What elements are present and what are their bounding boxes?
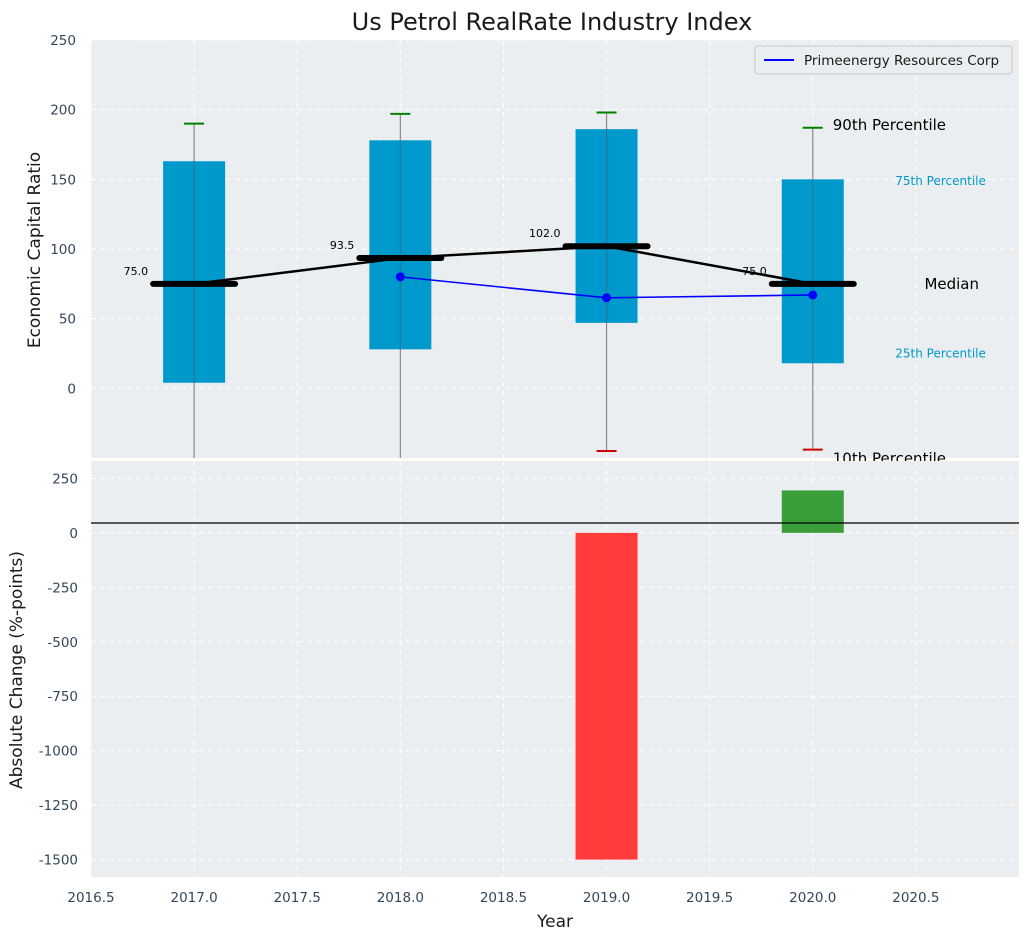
top-y-ticks: 0 50 100 150 200 250 [50, 33, 76, 397]
median-value-label: 75.0 [124, 265, 149, 278]
annotation-p25: 25th Percentile [895, 347, 986, 361]
x-tick-label: 2020.0 [789, 890, 836, 906]
y-tick-label: 250 [52, 471, 78, 487]
y-tick-label: 0 [69, 526, 78, 542]
legend-box [754, 45, 1013, 75]
x-tick-label: 2016.5 [67, 890, 114, 906]
y-tick-label: -1250 [39, 798, 78, 814]
x-tick-label: 2018.0 [377, 890, 424, 906]
bottom-y-ticks: 250 0 -250 -500 -750 -1000 -1250 -1500 [39, 471, 78, 868]
series-point [395, 272, 405, 282]
y-tick-label: -250 [47, 580, 78, 596]
annotation-p90: 90th Percentile [833, 116, 946, 134]
y-tick-label: 250 [50, 33, 76, 49]
change-bar [575, 532, 638, 860]
y-tick-label: -1000 [39, 744, 78, 760]
y-tick-label: 50 [59, 312, 76, 328]
x-tick-label: 2017.0 [170, 890, 217, 906]
y-tick-label: -750 [47, 689, 78, 705]
annotation-p75: 75th Percentile [895, 174, 986, 188]
x-tick-label: 2017.5 [274, 890, 321, 906]
y-tick-label: 200 [50, 103, 76, 119]
median-value-label: 93.5 [330, 239, 355, 252]
x-axis-label: Year [536, 912, 573, 932]
y-tick-label: 0 [67, 381, 76, 397]
series-group [395, 272, 818, 303]
bottom-y-axis-label: Absolute Change (%-points) [7, 551, 27, 789]
bar-group [575, 490, 844, 860]
top-y-axis-label: Economic Capital Ratio [25, 152, 45, 348]
x-tick-label: 2018.5 [480, 890, 527, 906]
change-bar [781, 490, 844, 533]
legend: Primeenergy Resources Corp [754, 45, 1013, 75]
y-tick-label: -1500 [39, 853, 78, 869]
x-ticks: 2016.5 2017.0 2017.5 2018.0 2018.5 2019.0 2019… [67, 890, 939, 906]
legend-entry: Primeenergy Resources Corp [804, 53, 999, 69]
series-point [808, 290, 818, 300]
y-tick-label: 150 [50, 172, 76, 188]
bottom-plot-background [91, 461, 1019, 877]
series-point [602, 293, 612, 303]
median-value-label: 102.0 [529, 227, 561, 240]
percentile-annotations: 90th Percentile 75th Percentile Median 25th… [833, 116, 986, 468]
y-tick-label: -500 [47, 635, 78, 651]
chart-title: Us Petrol RealRate Industry Index [352, 8, 753, 36]
median-trend-line [193, 244, 814, 286]
annotation-p10: 10th Percentile [833, 450, 946, 468]
bottom-grid [90, 461, 1019, 877]
annotation-median: Median [924, 275, 979, 293]
x-tick-label: 2019.0 [583, 890, 630, 906]
x-tick-label: 2020.5 [892, 890, 939, 906]
x-tick-label: 2019.5 [686, 890, 733, 906]
y-tick-label: 100 [50, 242, 76, 258]
